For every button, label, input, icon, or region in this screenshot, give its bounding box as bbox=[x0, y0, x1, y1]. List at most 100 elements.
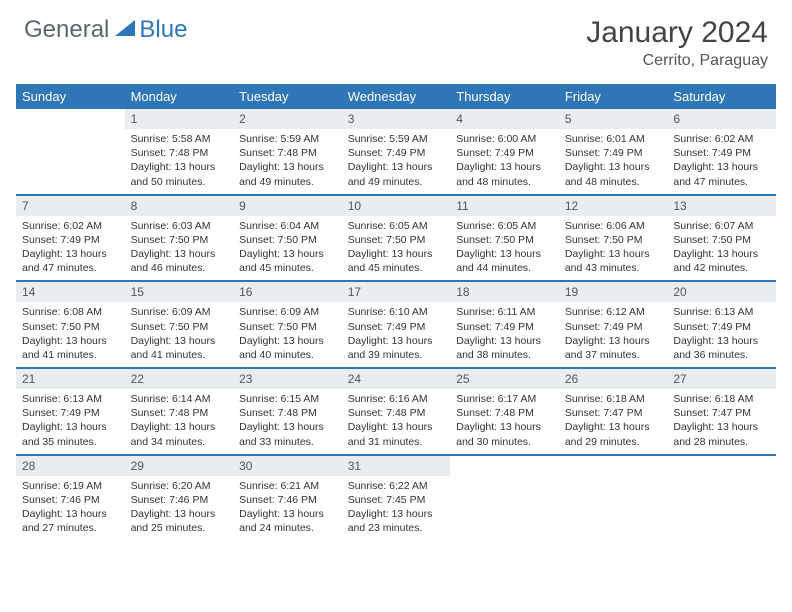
calendar-day-cell: 9Sunrise: 6:04 AMSunset: 7:50 PMDaylight… bbox=[233, 195, 342, 282]
weekday-header: Monday bbox=[125, 84, 234, 109]
weekday-header: Saturday bbox=[667, 84, 776, 109]
day-number: 23 bbox=[233, 369, 342, 389]
day-body: Sunrise: 6:09 AMSunset: 7:50 PMDaylight:… bbox=[125, 302, 234, 367]
title-block: January 2024 Cerrito, Paraguay bbox=[586, 16, 768, 70]
day-number: 20 bbox=[667, 282, 776, 302]
calendar-body: 1Sunrise: 5:58 AMSunset: 7:48 PMDaylight… bbox=[16, 109, 776, 540]
calendar-day-cell: 7Sunrise: 6:02 AMSunset: 7:49 PMDaylight… bbox=[16, 195, 125, 282]
day-number: 6 bbox=[667, 109, 776, 129]
calendar-day-cell: 13Sunrise: 6:07 AMSunset: 7:50 PMDayligh… bbox=[667, 195, 776, 282]
calendar-day-cell: 17Sunrise: 6:10 AMSunset: 7:49 PMDayligh… bbox=[342, 281, 451, 368]
location-label: Cerrito, Paraguay bbox=[586, 52, 768, 70]
day-body: Sunrise: 6:17 AMSunset: 7:48 PMDaylight:… bbox=[450, 389, 559, 454]
weekday-header-row: SundayMondayTuesdayWednesdayThursdayFrid… bbox=[16, 84, 776, 109]
calendar-day-cell: 10Sunrise: 6:05 AMSunset: 7:50 PMDayligh… bbox=[342, 195, 451, 282]
calendar-week-row: 28Sunrise: 6:19 AMSunset: 7:46 PMDayligh… bbox=[16, 455, 776, 541]
calendar-day-cell: 18Sunrise: 6:11 AMSunset: 7:49 PMDayligh… bbox=[450, 281, 559, 368]
calendar-week-row: 21Sunrise: 6:13 AMSunset: 7:49 PMDayligh… bbox=[16, 368, 776, 455]
day-body: Sunrise: 6:07 AMSunset: 7:50 PMDaylight:… bbox=[667, 216, 776, 281]
day-number: 19 bbox=[559, 282, 668, 302]
calendar-day-cell: 20Sunrise: 6:13 AMSunset: 7:49 PMDayligh… bbox=[667, 281, 776, 368]
day-number: 3 bbox=[342, 109, 451, 129]
calendar-day-cell: 11Sunrise: 6:05 AMSunset: 7:50 PMDayligh… bbox=[450, 195, 559, 282]
calendar-day-cell: 23Sunrise: 6:15 AMSunset: 7:48 PMDayligh… bbox=[233, 368, 342, 455]
calendar-week-row: 7Sunrise: 6:02 AMSunset: 7:49 PMDaylight… bbox=[16, 195, 776, 282]
day-body: Sunrise: 6:13 AMSunset: 7:49 PMDaylight:… bbox=[16, 389, 125, 454]
calendar-day-cell: 4Sunrise: 6:00 AMSunset: 7:49 PMDaylight… bbox=[450, 109, 559, 195]
logo-text-blue: Blue bbox=[139, 16, 187, 44]
day-body: Sunrise: 6:08 AMSunset: 7:50 PMDaylight:… bbox=[16, 302, 125, 367]
calendar-empty-cell bbox=[667, 455, 776, 541]
logo: General Blue bbox=[24, 16, 187, 44]
header: General Blue January 2024 Cerrito, Parag… bbox=[0, 0, 792, 78]
logo-sail-icon bbox=[113, 18, 137, 43]
day-body: Sunrise: 6:16 AMSunset: 7:48 PMDaylight:… bbox=[342, 389, 451, 454]
day-number: 17 bbox=[342, 282, 451, 302]
calendar-day-cell: 31Sunrise: 6:22 AMSunset: 7:45 PMDayligh… bbox=[342, 455, 451, 541]
calendar-empty-cell bbox=[559, 455, 668, 541]
day-number: 18 bbox=[450, 282, 559, 302]
calendar-week-row: 14Sunrise: 6:08 AMSunset: 7:50 PMDayligh… bbox=[16, 281, 776, 368]
day-number: 9 bbox=[233, 196, 342, 216]
calendar-day-cell: 26Sunrise: 6:18 AMSunset: 7:47 PMDayligh… bbox=[559, 368, 668, 455]
weekday-header: Friday bbox=[559, 84, 668, 109]
day-number: 12 bbox=[559, 196, 668, 216]
calendar-day-cell: 30Sunrise: 6:21 AMSunset: 7:46 PMDayligh… bbox=[233, 455, 342, 541]
calendar-day-cell: 19Sunrise: 6:12 AMSunset: 7:49 PMDayligh… bbox=[559, 281, 668, 368]
day-number: 7 bbox=[16, 196, 125, 216]
day-number: 15 bbox=[125, 282, 234, 302]
day-number: 28 bbox=[16, 456, 125, 476]
day-number: 2 bbox=[233, 109, 342, 129]
day-body: Sunrise: 6:15 AMSunset: 7:48 PMDaylight:… bbox=[233, 389, 342, 454]
weekday-header: Wednesday bbox=[342, 84, 451, 109]
day-body: Sunrise: 6:14 AMSunset: 7:48 PMDaylight:… bbox=[125, 389, 234, 454]
calendar-day-cell: 27Sunrise: 6:18 AMSunset: 7:47 PMDayligh… bbox=[667, 368, 776, 455]
day-number: 26 bbox=[559, 369, 668, 389]
day-body: Sunrise: 6:13 AMSunset: 7:49 PMDaylight:… bbox=[667, 302, 776, 367]
calendar-day-cell: 28Sunrise: 6:19 AMSunset: 7:46 PMDayligh… bbox=[16, 455, 125, 541]
day-body: Sunrise: 5:59 AMSunset: 7:49 PMDaylight:… bbox=[342, 129, 451, 194]
day-body: Sunrise: 6:19 AMSunset: 7:46 PMDaylight:… bbox=[16, 476, 125, 541]
day-body: Sunrise: 6:22 AMSunset: 7:45 PMDaylight:… bbox=[342, 476, 451, 541]
day-body: Sunrise: 6:02 AMSunset: 7:49 PMDaylight:… bbox=[667, 129, 776, 194]
calendar-day-cell: 5Sunrise: 6:01 AMSunset: 7:49 PMDaylight… bbox=[559, 109, 668, 195]
day-number: 5 bbox=[559, 109, 668, 129]
day-body: Sunrise: 6:02 AMSunset: 7:49 PMDaylight:… bbox=[16, 216, 125, 281]
weekday-header: Thursday bbox=[450, 84, 559, 109]
calendar-day-cell: 29Sunrise: 6:20 AMSunset: 7:46 PMDayligh… bbox=[125, 455, 234, 541]
calendar-day-cell: 1Sunrise: 5:58 AMSunset: 7:48 PMDaylight… bbox=[125, 109, 234, 195]
day-body: Sunrise: 6:18 AMSunset: 7:47 PMDaylight:… bbox=[667, 389, 776, 454]
calendar-day-cell: 2Sunrise: 5:59 AMSunset: 7:48 PMDaylight… bbox=[233, 109, 342, 195]
day-number: 11 bbox=[450, 196, 559, 216]
calendar-empty-cell bbox=[450, 455, 559, 541]
calendar-day-cell: 25Sunrise: 6:17 AMSunset: 7:48 PMDayligh… bbox=[450, 368, 559, 455]
day-number: 25 bbox=[450, 369, 559, 389]
day-number: 10 bbox=[342, 196, 451, 216]
calendar-empty-cell bbox=[16, 109, 125, 195]
day-number: 22 bbox=[125, 369, 234, 389]
day-body: Sunrise: 6:01 AMSunset: 7:49 PMDaylight:… bbox=[559, 129, 668, 194]
calendar-day-cell: 6Sunrise: 6:02 AMSunset: 7:49 PMDaylight… bbox=[667, 109, 776, 195]
logo-text-general: General bbox=[24, 16, 109, 44]
day-number: 24 bbox=[342, 369, 451, 389]
calendar-day-cell: 21Sunrise: 6:13 AMSunset: 7:49 PMDayligh… bbox=[16, 368, 125, 455]
day-body: Sunrise: 6:12 AMSunset: 7:49 PMDaylight:… bbox=[559, 302, 668, 367]
calendar-table: SundayMondayTuesdayWednesdayThursdayFrid… bbox=[16, 84, 776, 540]
day-body: Sunrise: 6:11 AMSunset: 7:49 PMDaylight:… bbox=[450, 302, 559, 367]
day-body: Sunrise: 6:05 AMSunset: 7:50 PMDaylight:… bbox=[450, 216, 559, 281]
day-body: Sunrise: 5:58 AMSunset: 7:48 PMDaylight:… bbox=[125, 129, 234, 194]
day-body: Sunrise: 6:00 AMSunset: 7:49 PMDaylight:… bbox=[450, 129, 559, 194]
calendar-week-row: 1Sunrise: 5:58 AMSunset: 7:48 PMDaylight… bbox=[16, 109, 776, 195]
day-number: 31 bbox=[342, 456, 451, 476]
day-number: 8 bbox=[125, 196, 234, 216]
weekday-header: Sunday bbox=[16, 84, 125, 109]
day-body: Sunrise: 6:10 AMSunset: 7:49 PMDaylight:… bbox=[342, 302, 451, 367]
month-title: January 2024 bbox=[586, 16, 768, 50]
day-number: 14 bbox=[16, 282, 125, 302]
day-body: Sunrise: 6:20 AMSunset: 7:46 PMDaylight:… bbox=[125, 476, 234, 541]
calendar-day-cell: 3Sunrise: 5:59 AMSunset: 7:49 PMDaylight… bbox=[342, 109, 451, 195]
calendar-day-cell: 16Sunrise: 6:09 AMSunset: 7:50 PMDayligh… bbox=[233, 281, 342, 368]
calendar-day-cell: 24Sunrise: 6:16 AMSunset: 7:48 PMDayligh… bbox=[342, 368, 451, 455]
day-number: 4 bbox=[450, 109, 559, 129]
calendar-day-cell: 15Sunrise: 6:09 AMSunset: 7:50 PMDayligh… bbox=[125, 281, 234, 368]
